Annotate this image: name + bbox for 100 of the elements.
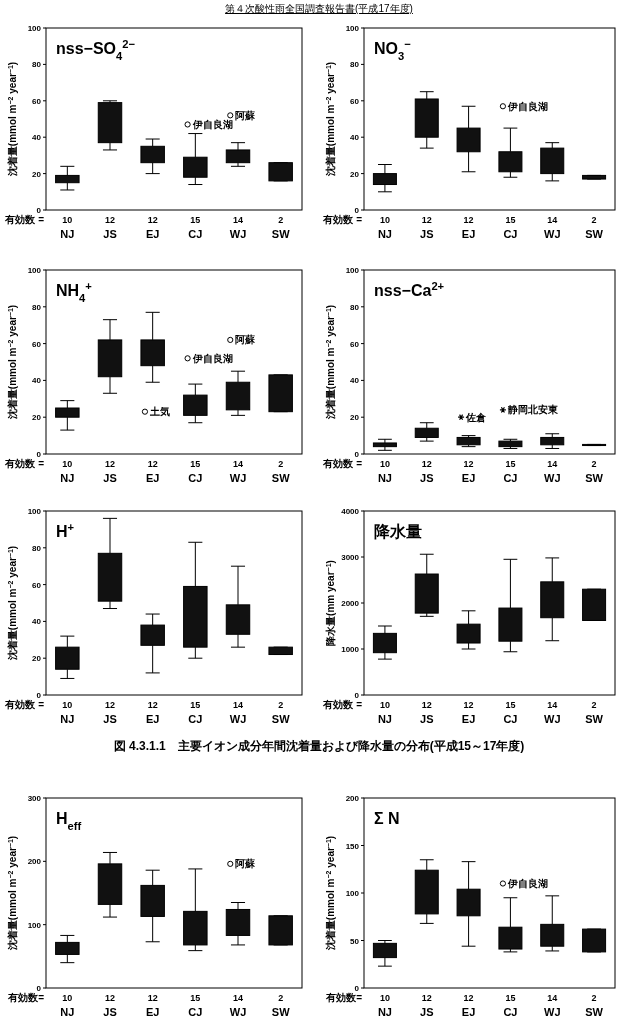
text: 有効数= [325,992,363,1003]
y-tick-label: 60 [32,339,42,349]
annotation: 阿蘇 [235,109,257,121]
y-tick-label: 60 [350,339,360,349]
y-tick-label: 40 [32,617,42,627]
annotation: 伊自良湖 [191,118,233,130]
y-tick-label: 80 [350,60,360,70]
y-tick-label: 100 [27,507,42,516]
x-tick-label: JS [103,1006,117,1018]
y-tick-label: 20 [32,169,42,179]
x-tick-label: SW [271,1006,291,1018]
x-tick-label: SW [585,713,604,725]
y-tick-label: 300 [27,794,42,803]
y-tick-label: 20 [350,413,360,423]
text: 12 [104,459,116,469]
x-tick-label: CJ [503,228,518,240]
text: 2 [591,700,597,710]
x-tick-label: CJ [503,713,518,725]
text: 10 [379,993,390,1003]
text: 2 [591,459,597,469]
x-tick-label: EJ [461,228,476,240]
annotation: 伊自良湖 [506,100,548,112]
y-tick-label: 100 [345,24,360,33]
x-tick-label: CJ [188,1006,203,1018]
text: 10 [379,215,390,225]
x-tick-label: WJ [544,713,561,725]
x-tick-label: SW [271,472,291,484]
y-tick-label: 50 [350,936,360,946]
text: 12 [104,993,116,1003]
x-tick-label: WJ [544,228,561,240]
text: 10 [62,459,73,469]
x-tick-label: NJ [377,472,392,484]
text: 12 [147,993,158,1003]
text: 15 [190,993,201,1003]
x-tick-label: EJ [145,472,160,484]
text: 有効数 = [4,214,45,225]
annotation: 阿蘇 [235,334,257,346]
y-tick-label: 0 [354,984,360,993]
y-tick-label: 40 [32,376,42,386]
x-tick-label: SW [271,228,291,240]
text: 2 [591,993,597,1003]
text: 15 [505,993,516,1003]
text: 12 [421,700,432,710]
text: 12 [463,459,474,469]
x-tick-label: JS [103,472,117,484]
x-tick-label: NJ [60,713,75,725]
text: 15 [505,700,516,710]
text: 15 [505,215,516,225]
y-tick-label: 100 [27,920,42,930]
y-tick-label: 200 [27,857,42,867]
text: 有効数 = [322,458,363,469]
text: 15 [190,459,201,469]
x-tick-label: JS [420,228,434,240]
y-tick-label: 4000 [341,507,360,516]
annotation: 佐倉 [465,411,488,423]
text: 12 [421,459,432,469]
x-tick-label: CJ [503,1006,518,1018]
text: 14 [547,993,558,1003]
annotation: 土気 [148,406,170,418]
text: 2 [278,700,284,710]
text: nss−Ca$^{2+}$ [374,280,445,299]
text: 2 [278,993,284,1003]
y-tick-label: 0 [36,450,42,459]
y-tick-label: 150 [345,841,360,851]
x-tick-label: WJ [229,472,247,484]
text: 14 [232,700,244,710]
text: 15 [190,700,201,710]
y-tick-label: 60 [350,96,360,106]
x-tick-label: WJ [229,228,247,240]
x-tick-label: NJ [60,1006,75,1018]
x-tick-label: NJ [60,472,75,484]
x-tick-label: JS [103,713,117,725]
text: 2 [591,215,597,225]
text: 有効数 = [322,699,363,710]
y-tick-label: 0 [354,450,360,459]
y-tick-label: 40 [350,376,360,386]
text: 14 [547,700,558,710]
y-tick-label: 20 [32,654,42,664]
text: 14 [547,459,558,469]
y-tick-label: 80 [32,60,42,70]
text: 12 [104,215,116,225]
y-tick-label: 20 [350,169,360,179]
annotation: 静岡北安東 [506,404,559,416]
y-tick-label: 80 [32,543,42,553]
y-tick-label: 100 [345,266,360,275]
annotation: 阿蘇 [235,858,257,870]
text: 2 [278,459,284,469]
x-tick-label: NJ [377,1006,392,1018]
x-tick-label: CJ [503,472,518,484]
y-tick-label: 0 [354,206,360,215]
text: 有効数 = [322,214,363,225]
y-tick-label: 60 [32,580,42,590]
x-tick-label: JS [103,228,117,240]
x-tick-label: CJ [188,228,203,240]
y-tick-label: 200 [345,794,360,803]
y-tick-label: 60 [32,96,42,106]
text: H$_{eff}$ [56,810,82,832]
x-tick-label: NJ [377,228,392,240]
text: H$^{+}$ [56,521,75,540]
x-tick-label: WJ [544,472,561,484]
